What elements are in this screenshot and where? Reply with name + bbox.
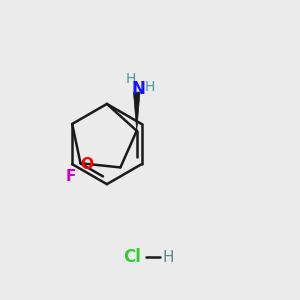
Text: O: O [80,157,94,172]
Text: Cl: Cl [123,248,141,266]
Text: N: N [131,80,145,98]
Text: H: H [162,250,174,265]
Text: H: H [144,80,155,94]
Polygon shape [134,92,140,131]
Text: H: H [126,72,136,86]
Text: F: F [65,169,76,184]
